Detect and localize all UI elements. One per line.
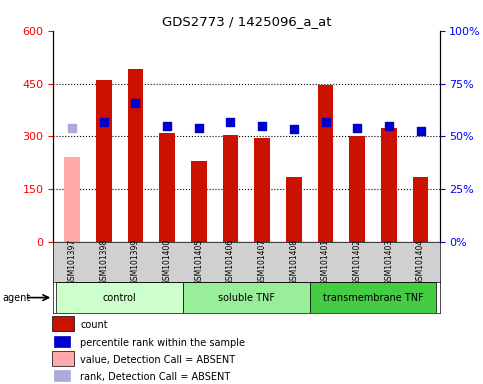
- Text: GSM101401: GSM101401: [321, 239, 330, 285]
- Bar: [57, 282, 183, 313]
- Bar: [52, 316, 74, 331]
- Text: GSM101402: GSM101402: [353, 239, 362, 285]
- Text: GSM101405: GSM101405: [194, 239, 203, 285]
- Text: soluble TNF: soluble TNF: [218, 293, 275, 303]
- Text: GSM101397: GSM101397: [68, 239, 77, 285]
- Text: transmembrane TNF: transmembrane TNF: [323, 293, 424, 303]
- Bar: [412, 177, 428, 242]
- Point: [163, 123, 171, 129]
- Bar: [159, 133, 175, 242]
- Bar: [254, 138, 270, 242]
- Bar: [381, 127, 397, 242]
- Text: GSM101398: GSM101398: [99, 239, 108, 285]
- Bar: [286, 177, 302, 242]
- Text: GSM101404: GSM101404: [416, 239, 425, 285]
- Text: GSM101407: GSM101407: [257, 239, 267, 285]
- Text: GSM101408: GSM101408: [289, 239, 298, 285]
- Text: value, Detection Call = ABSENT: value, Detection Call = ABSENT: [80, 355, 236, 365]
- Point: [290, 126, 298, 132]
- Bar: [183, 282, 310, 313]
- Text: count: count: [80, 319, 108, 329]
- Bar: [310, 282, 436, 313]
- Point: [227, 119, 234, 125]
- Text: GSM101406: GSM101406: [226, 239, 235, 285]
- Point: [322, 119, 329, 125]
- Bar: [54, 336, 70, 347]
- Bar: [64, 157, 80, 242]
- Text: control: control: [103, 293, 137, 303]
- Bar: [349, 136, 365, 242]
- Text: GSM101400: GSM101400: [163, 239, 171, 285]
- Text: rank, Detection Call = ABSENT: rank, Detection Call = ABSENT: [80, 372, 231, 382]
- Bar: [191, 161, 207, 242]
- Bar: [128, 70, 143, 242]
- Point: [417, 128, 425, 134]
- Bar: [223, 134, 239, 242]
- Title: GDS2773 / 1425096_a_at: GDS2773 / 1425096_a_at: [162, 15, 331, 28]
- Bar: [54, 370, 70, 381]
- Bar: [52, 351, 74, 366]
- Point: [195, 124, 203, 131]
- Text: agent: agent: [2, 293, 30, 303]
- Point: [131, 100, 139, 106]
- Point: [100, 119, 108, 125]
- Bar: [96, 80, 112, 242]
- Point: [258, 123, 266, 129]
- Text: GSM101403: GSM101403: [384, 239, 393, 285]
- Text: GSM101399: GSM101399: [131, 239, 140, 285]
- Point: [68, 124, 76, 131]
- Point: [354, 124, 361, 131]
- Point: [385, 123, 393, 129]
- Text: percentile rank within the sample: percentile rank within the sample: [80, 338, 245, 348]
- Bar: [318, 85, 333, 242]
